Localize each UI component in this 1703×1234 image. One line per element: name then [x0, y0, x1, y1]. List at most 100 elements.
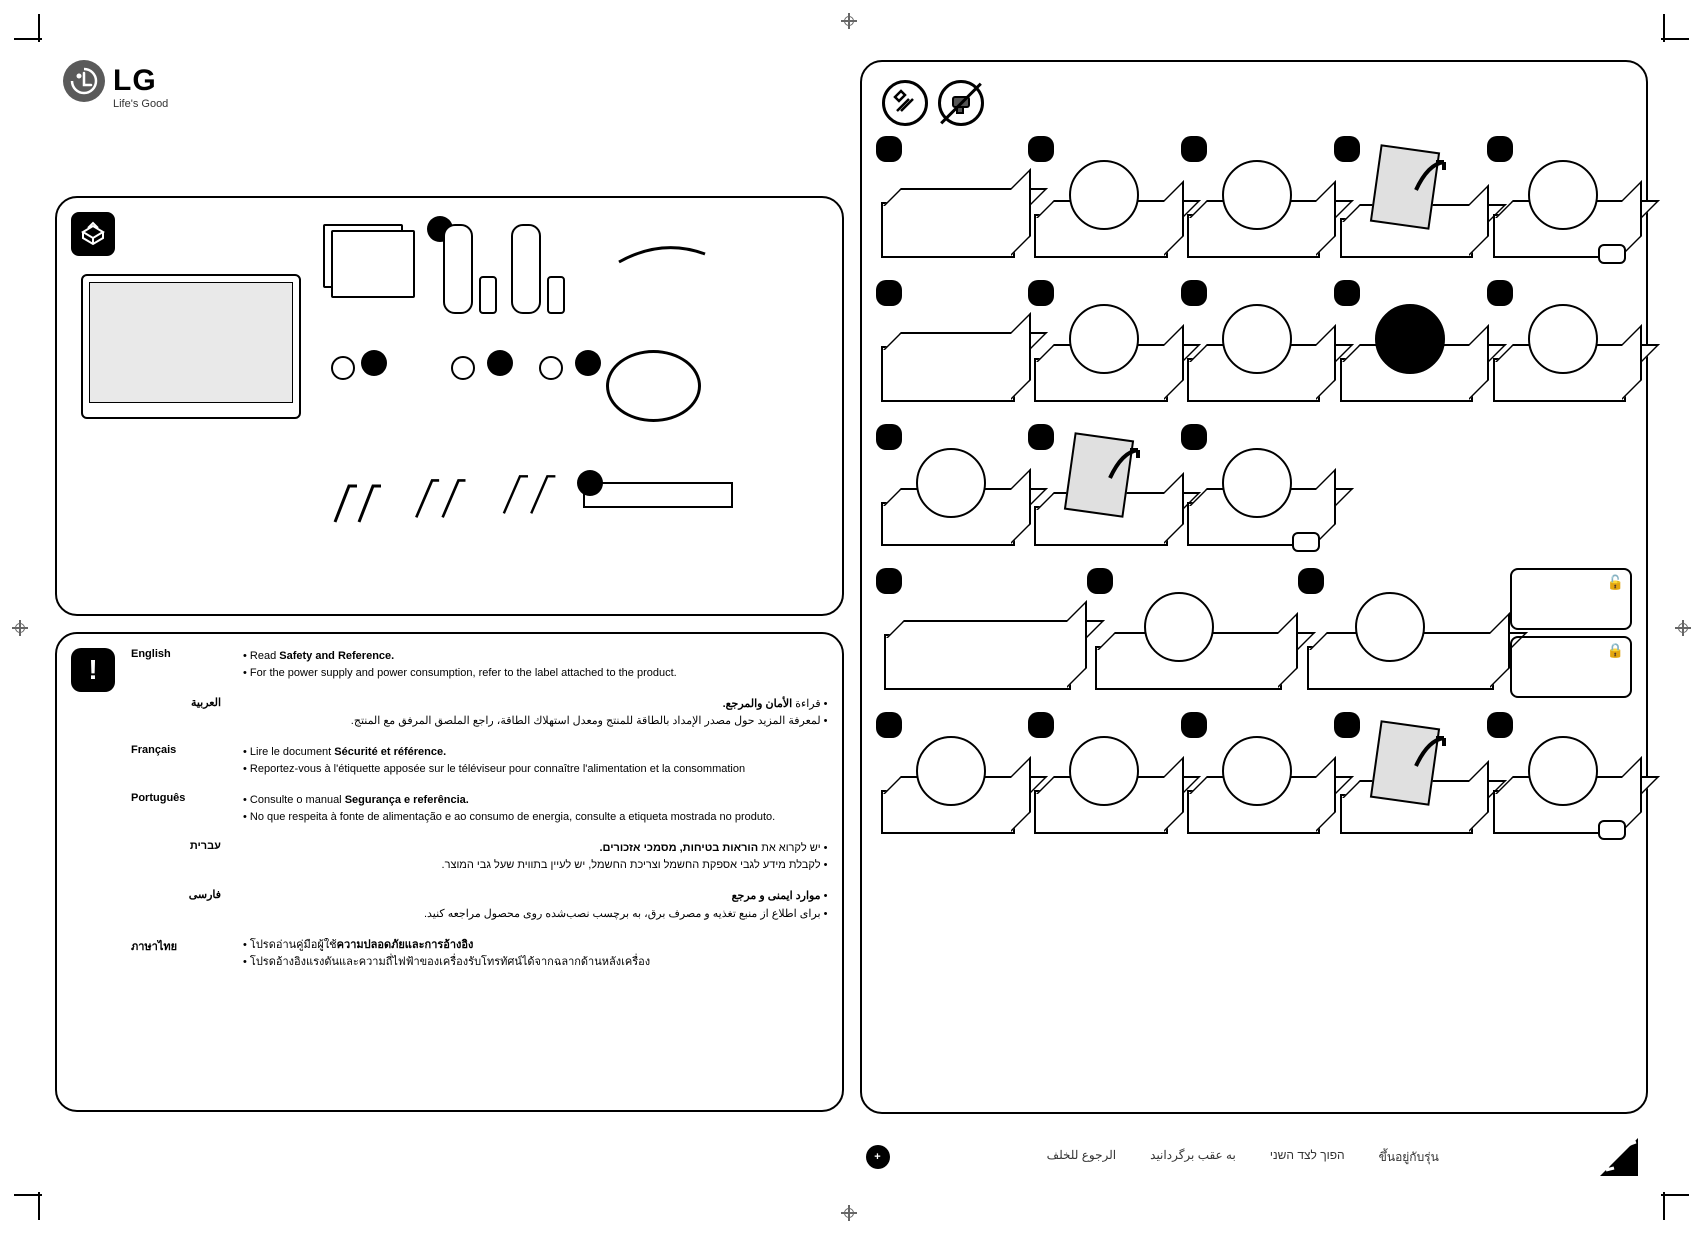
box-contents-panel [55, 196, 844, 616]
assembly-step [1334, 280, 1479, 410]
assembly-rows: 🔓🔒 [876, 136, 1633, 1098]
safety-line: • موارد ایمنی و مرجع [243, 888, 828, 905]
screw-count-marker [361, 350, 387, 376]
step-illustration [1028, 742, 1173, 842]
step-illustration [1334, 310, 1479, 410]
assembly-step [1487, 280, 1632, 410]
contents-stand-leg-medium [411, 474, 469, 522]
contents-manual-booklet [323, 224, 403, 288]
screw-count-marker [575, 350, 601, 376]
no-power-tool-icon [938, 80, 984, 126]
assembly-step [876, 280, 1021, 410]
safety-line: • No que respeita à fonte de alimentação… [243, 809, 828, 826]
safety-line: • لمعرفة المزيد حول مصدر الإمداد بالطاقة… [243, 713, 828, 730]
step-illustration [1181, 166, 1326, 266]
assembly-step [1181, 712, 1326, 842]
assembly-step [876, 424, 1021, 554]
lock-open-icon: 🔓 [1607, 574, 1624, 591]
assembly-step [1028, 424, 1173, 554]
safety-notice-panel: ! English• Read Safety and Reference.• F… [55, 632, 844, 1112]
step-number-marker [1487, 712, 1513, 738]
crop-mark [38, 1192, 40, 1220]
step-illustration [876, 310, 1021, 410]
step-number-marker [1028, 712, 1054, 738]
step-number-marker [1028, 136, 1054, 162]
flip-over-langs: الرجوع للخلفبه عقب برگردانیدהפוך לצד השנ… [1047, 1148, 1439, 1167]
assembly-row [876, 280, 1633, 410]
step-number-marker [876, 712, 902, 738]
registration-mark-bottom [841, 1205, 857, 1221]
crop-mark [1663, 14, 1665, 42]
flip-lang-text: الرجوع للخلف [1047, 1148, 1117, 1167]
assembly-step [876, 136, 1021, 266]
assembly-step [1028, 712, 1173, 842]
brand-tagline: Life's Good [113, 98, 844, 110]
lang-lines: • โปรดอ่านคู่มือผู้ใช้ความปลอดภัยและการอ… [243, 937, 828, 971]
lock-option: 🔓 [1510, 568, 1632, 630]
contents-stand-leg-large [499, 470, 557, 518]
assembly-row: 🔓🔒 [876, 568, 1633, 698]
crop-mark [1661, 38, 1689, 40]
step-number-marker [876, 568, 902, 594]
step-illustration [1298, 598, 1501, 698]
contents-remote-slim [443, 224, 473, 314]
safety-line: • برای اطلاع از منبع تغذیه و مصرف برق، ب… [243, 906, 828, 923]
assembly-step [876, 712, 1021, 842]
assembly-row [876, 424, 1633, 554]
safety-blocks: English• Read Safety and Reference.• For… [131, 648, 828, 985]
assembly-row [876, 136, 1633, 266]
contents-screw-c [539, 356, 563, 384]
assembly-panel: 🔓🔒 [860, 60, 1649, 1114]
contents-stand-leg-small [329, 478, 387, 526]
lang-label: فارسی [131, 888, 221, 922]
safety-line: • לקבלת מידע לגבי אספקת החשמל וצריכת החש… [243, 857, 828, 874]
safety-block: فارسی • موارد ایمنی و مرجع• برای اطلاع از… [131, 888, 828, 922]
plus-icon: + [866, 1145, 890, 1169]
step-illustration [876, 598, 1079, 698]
brand-name: LG [113, 64, 157, 98]
safety-line: • Read Safety and Reference. [243, 648, 828, 665]
lang-label: Français [131, 744, 221, 778]
step-number-marker [1181, 424, 1207, 450]
assembly-row [876, 712, 1633, 842]
assembly-step [1334, 712, 1479, 842]
lock-option: 🔒 [1510, 636, 1632, 698]
contents-batteries [547, 276, 565, 314]
right-column: 🔓🔒 + الرجوع للخلفبه عقب برگردانیدהפוך לצ… [860, 60, 1649, 1184]
step-illustration [1487, 310, 1632, 410]
flip-over-footer: + الرجوع للخلفبه عقب برگردانیدהפוך לצד ה… [860, 1130, 1649, 1184]
step-illustration [1181, 310, 1326, 410]
registration-mark-top [841, 13, 857, 29]
step-illustration [1181, 454, 1326, 554]
safety-line: • โปรดอ่านคู่มือผู้ใช้ความปลอดภัยและการอ… [243, 937, 828, 954]
turn-page-icon [1596, 1134, 1642, 1180]
lang-lines: • Read Safety and Reference.• For the po… [243, 648, 828, 682]
step-number-marker [1298, 568, 1324, 594]
contents-screw-b [451, 356, 475, 384]
assembly-step [1487, 712, 1632, 842]
safety-block: ภาษาไทย• โปรดอ่านคู่มือผู้ใช้ความปลอดภัย… [131, 937, 828, 971]
safety-block: Português• Consulte o manual Segurança e… [131, 792, 828, 826]
assembly-header-icons [876, 76, 1633, 136]
assembly-step [876, 568, 1079, 698]
safety-line: • Reportez-vous à l'étiquette apposée su… [243, 761, 828, 778]
safety-line: • قراءة الأمان والمرجع. [243, 696, 828, 713]
step-illustration [1028, 454, 1173, 554]
lang-lines: • Lire le document Sécurité et référence… [243, 744, 828, 778]
assembly-step [1298, 568, 1501, 698]
assembly-step [1028, 280, 1173, 410]
flip-lang-text: ขึ้นอยู่กับรุ่น [1379, 1148, 1439, 1167]
step-illustration [1028, 310, 1173, 410]
lang-lines: • יש לקרוא את הוראות בטיחות, מסמכי אזכור… [243, 840, 828, 874]
step-number-marker [1181, 280, 1207, 306]
crop-mark [1661, 1194, 1689, 1196]
lg-logo-icon [63, 60, 105, 102]
lang-label: Português [131, 792, 221, 826]
registration-mark-left [12, 620, 28, 636]
lang-label: עברית [131, 840, 221, 874]
contents-cable-bracket [583, 482, 733, 508]
step-number-marker [876, 136, 902, 162]
contents-tv [81, 274, 301, 419]
assembly-step: 🔓🔒 [1510, 568, 1632, 698]
safety-block: Français • Lire le document Sécurité et r… [131, 744, 828, 778]
